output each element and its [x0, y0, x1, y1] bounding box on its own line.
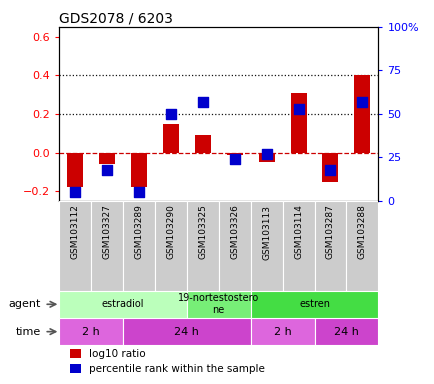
- Text: GSM103290: GSM103290: [166, 205, 175, 260]
- Text: GSM103287: GSM103287: [325, 205, 334, 260]
- Text: 24 h: 24 h: [333, 327, 358, 337]
- Bar: [59, 291, 186, 318]
- Text: 2 h: 2 h: [273, 327, 291, 337]
- Text: 19-nortestostero
ne: 19-nortestostero ne: [178, 293, 259, 315]
- Point: [263, 151, 270, 157]
- Text: GSM103114: GSM103114: [293, 205, 302, 260]
- Legend: log10 ratio, percentile rank within the sample: log10 ratio, percentile rank within the …: [70, 349, 264, 374]
- Text: GDS2078 / 6203: GDS2078 / 6203: [59, 12, 172, 26]
- Bar: [186, 201, 218, 291]
- Bar: [290, 93, 306, 153]
- Text: agent: agent: [9, 299, 41, 309]
- Text: 2 h: 2 h: [82, 327, 99, 337]
- Bar: [59, 201, 91, 291]
- Bar: [66, 153, 82, 187]
- Text: estren: estren: [298, 299, 329, 309]
- Bar: [99, 153, 115, 164]
- Bar: [250, 318, 314, 345]
- Bar: [122, 318, 250, 345]
- Bar: [354, 75, 370, 153]
- Bar: [218, 201, 250, 291]
- Bar: [130, 153, 146, 187]
- Bar: [122, 201, 155, 291]
- Text: GSM103327: GSM103327: [102, 205, 111, 260]
- Bar: [322, 153, 338, 182]
- Bar: [194, 135, 210, 153]
- Text: GSM103112: GSM103112: [70, 205, 79, 260]
- Bar: [314, 201, 345, 291]
- Bar: [186, 291, 250, 318]
- Bar: [250, 201, 282, 291]
- Point: [135, 189, 142, 195]
- Point: [326, 167, 333, 173]
- Bar: [258, 153, 274, 162]
- Bar: [59, 318, 122, 345]
- Point: [167, 111, 174, 117]
- Bar: [250, 291, 378, 318]
- Text: GSM103326: GSM103326: [230, 205, 239, 260]
- Text: time: time: [16, 327, 41, 337]
- Bar: [155, 201, 186, 291]
- Text: GSM103113: GSM103113: [261, 205, 270, 260]
- Text: GSM103325: GSM103325: [197, 205, 207, 260]
- Bar: [282, 201, 314, 291]
- Point: [71, 189, 78, 195]
- Bar: [162, 124, 178, 153]
- Point: [230, 156, 237, 162]
- Bar: [91, 201, 122, 291]
- Point: [358, 99, 365, 105]
- Text: GSM103288: GSM103288: [357, 205, 366, 260]
- Bar: [226, 153, 242, 155]
- Bar: [346, 201, 378, 291]
- Text: 24 h: 24 h: [174, 327, 199, 337]
- Point: [199, 99, 206, 105]
- Text: GSM103289: GSM103289: [134, 205, 143, 260]
- Bar: [314, 318, 378, 345]
- Point: [294, 106, 301, 112]
- Point: [103, 167, 110, 173]
- Text: estradiol: estradiol: [101, 299, 144, 309]
